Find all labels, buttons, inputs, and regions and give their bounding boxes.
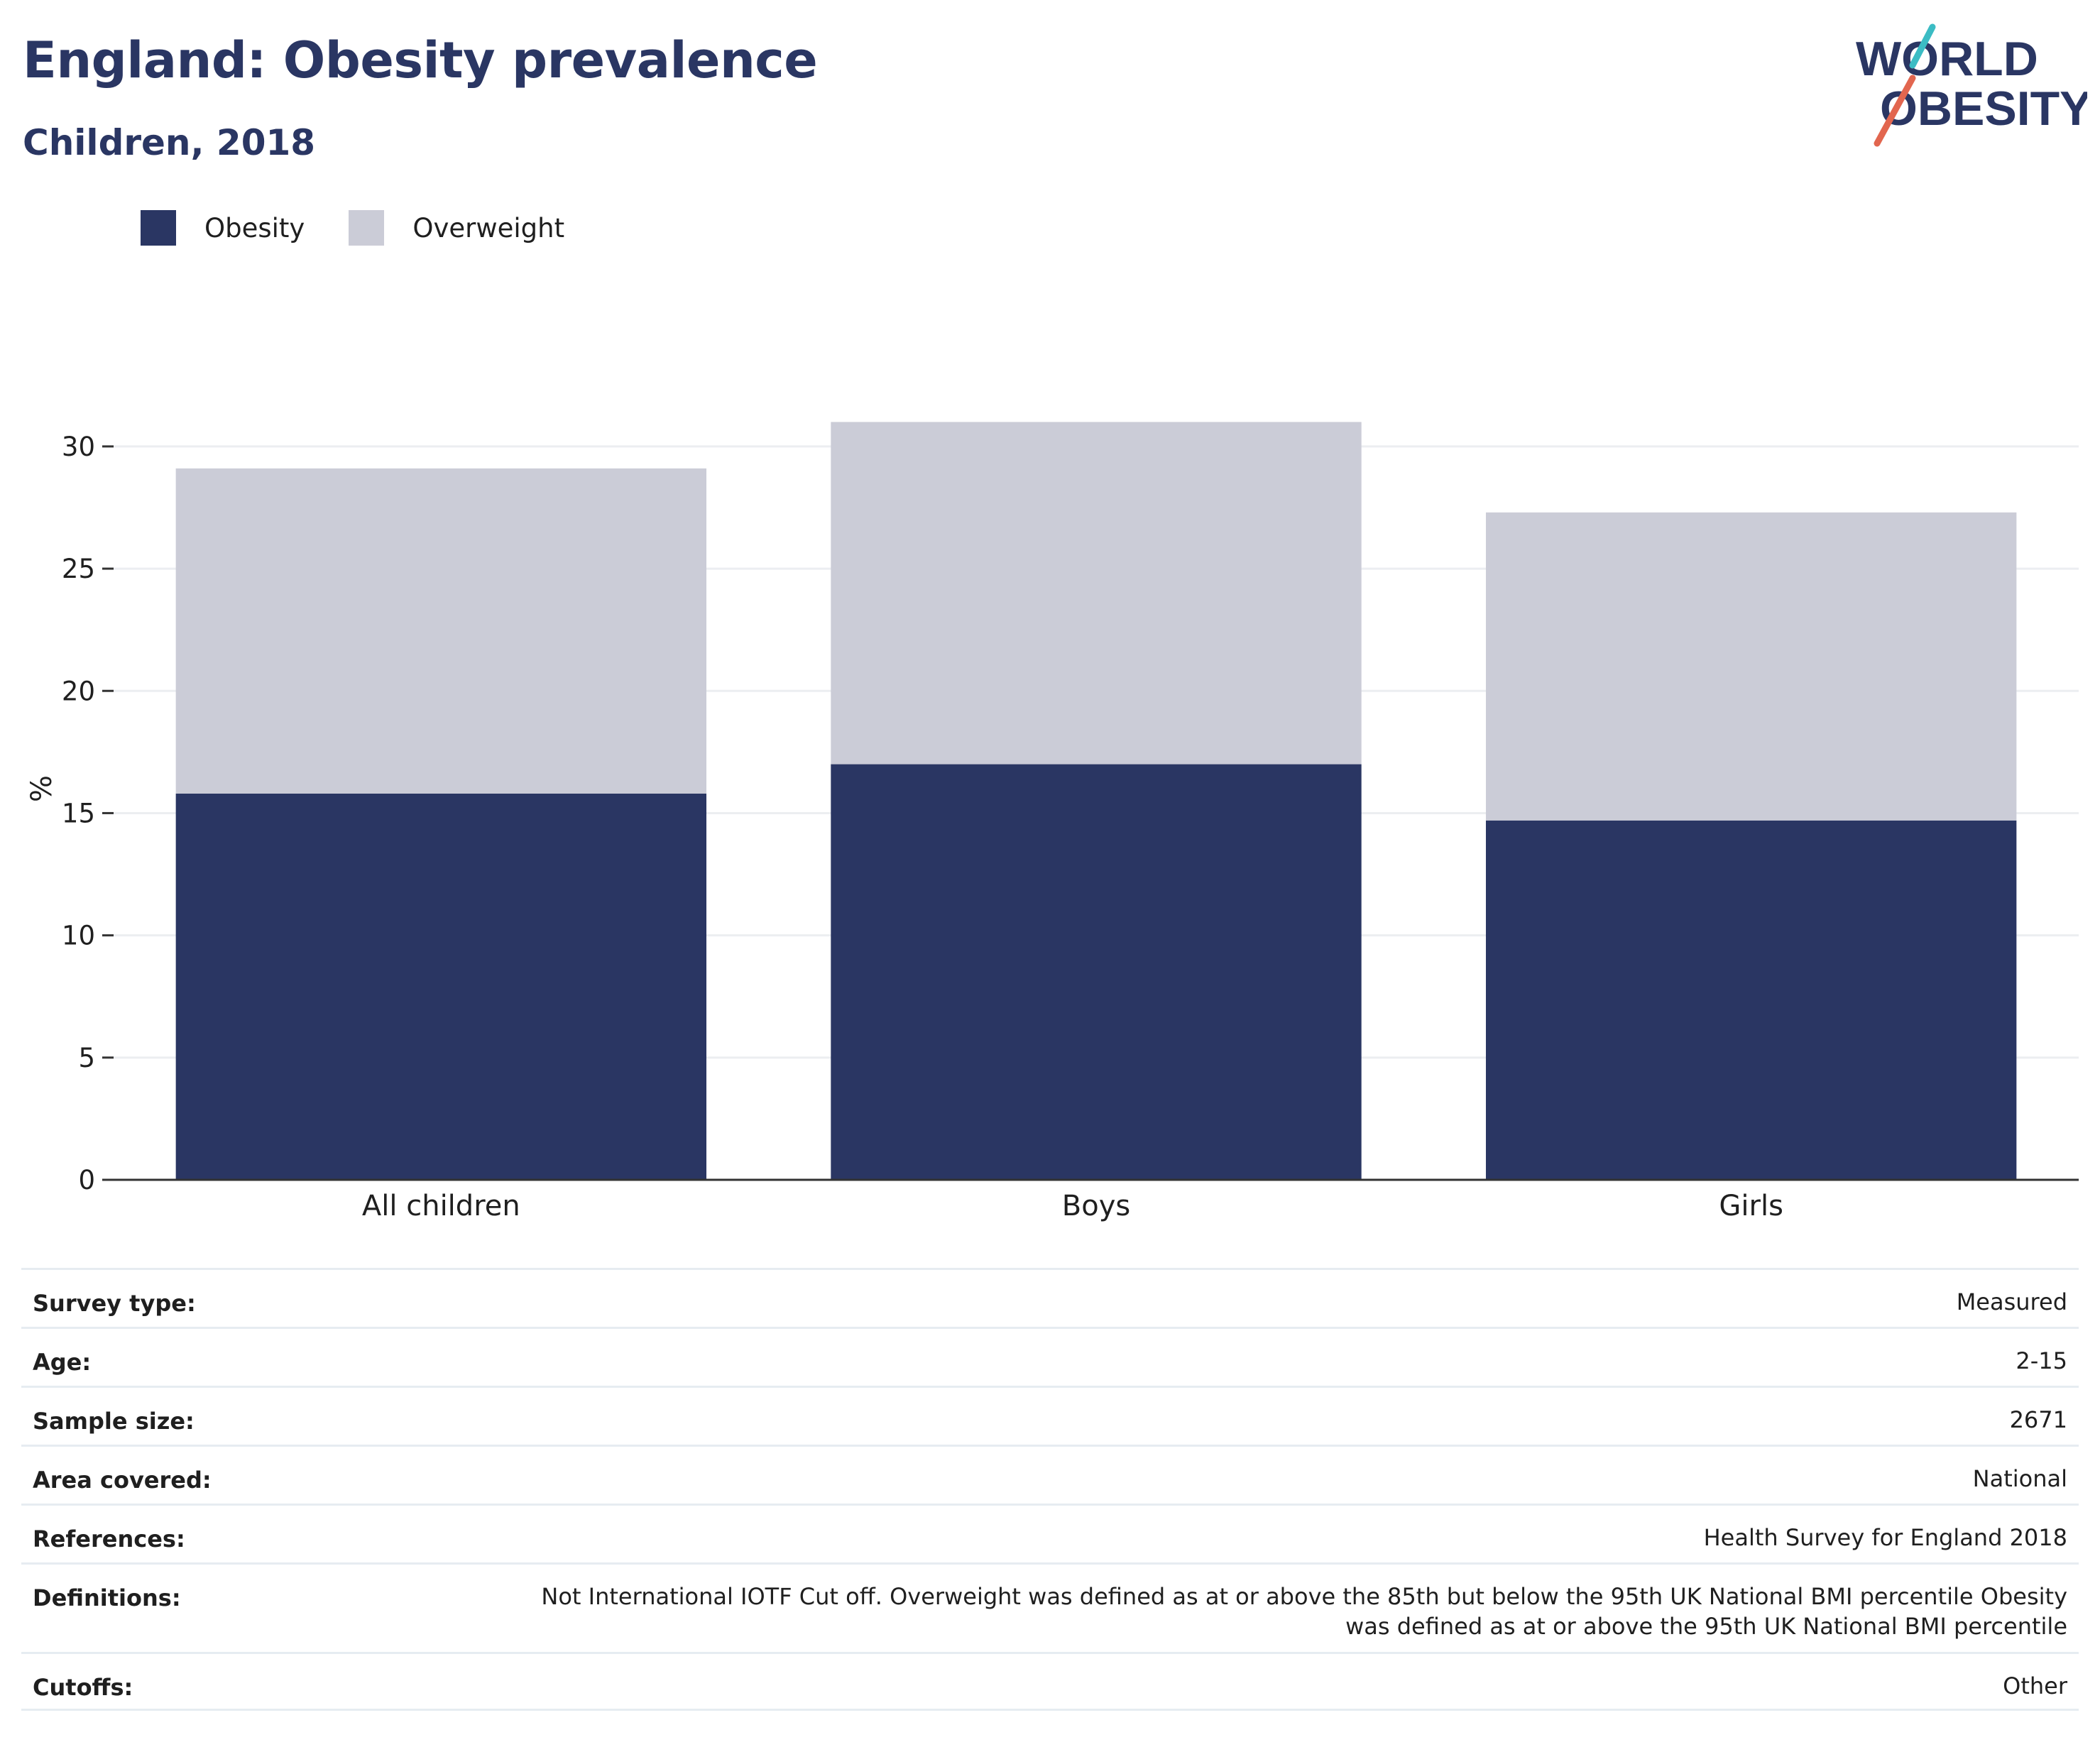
info-value: 2671	[2009, 1406, 2067, 1433]
info-row-definitions: Definitions: Not International IOTF Cut …	[21, 1562, 2079, 1652]
legend-swatch-overweight	[349, 210, 385, 246]
y-tick-label: 30	[62, 432, 95, 462]
y-axis-label: %	[26, 775, 58, 802]
logo-coral-slash	[1874, 75, 1916, 147]
info-label: Age:	[33, 1349, 92, 1376]
info-label: Survey type:	[33, 1290, 196, 1317]
bar-overweight-2	[1485, 512, 2017, 821]
legend: Obesity Overweight	[141, 210, 608, 246]
x-tick-label: All children	[362, 1190, 520, 1222]
info-label: Cutoffs:	[33, 1674, 133, 1701]
info-value: National	[1972, 1465, 2067, 1492]
info-row-survey-type: Survey type: Measured	[21, 1268, 2079, 1327]
legend-swatch-obesity	[141, 210, 176, 246]
legend-label-overweight: Overweight	[412, 212, 565, 243]
info-row-references: References: Health Survey for England 20…	[21, 1504, 2079, 1562]
y-tick-label: 25	[62, 554, 95, 584]
info-value: Health Survey for England 2018	[1703, 1524, 2067, 1551]
logo-word-obesity: OBESITY	[1880, 82, 2087, 136]
info-row-area-covered: Area covered: National	[21, 1445, 2079, 1504]
y-tick-label: 10	[62, 921, 95, 951]
info-label: Area covered:	[33, 1467, 212, 1494]
y-tick-label: 5	[78, 1043, 95, 1073]
y-tick-label: 15	[62, 798, 95, 828]
world-obesity-logo: WORLD OBESITY	[1856, 23, 2087, 147]
bar-overweight-0	[175, 468, 707, 794]
info-row-sample-size: Sample size: 2671	[21, 1386, 2079, 1445]
info-label: Sample size:	[33, 1408, 195, 1435]
logo-teal-slash	[1909, 23, 1936, 69]
y-tick-label: 20	[62, 676, 95, 706]
x-tick-label: Girls	[1719, 1190, 1783, 1222]
info-label: Definitions:	[33, 1584, 181, 1611]
legend-item-overweight[interactable]: Overweight	[349, 210, 564, 246]
chart-subtitle: Children, 2018	[23, 122, 316, 163]
info-label: References:	[33, 1526, 185, 1552]
bar-obesity-1	[831, 764, 1362, 1180]
legend-item-obesity[interactable]: Obesity	[141, 210, 305, 246]
info-row-cutoffs: Cutoffs: Other	[21, 1652, 2079, 1711]
y-tick-label: 0	[78, 1165, 95, 1195]
info-value: Measured	[1956, 1288, 2067, 1315]
survey-info-table: Survey type: Measured Age: 2-15 Sample s…	[21, 1268, 2079, 1711]
logo-word-world: WORLD	[1856, 32, 2038, 86]
info-value: 2-15	[2016, 1347, 2067, 1374]
chart-title: England: Obesity prevalence	[23, 31, 818, 89]
info-value: Not International IOTF Cut off. Overweig…	[541, 1583, 2067, 1640]
bar-overweight-1	[831, 422, 1362, 765]
bar-obesity-0	[175, 793, 707, 1180]
x-tick-label: Boys	[1062, 1190, 1130, 1222]
legend-label-obesity: Obesity	[204, 212, 305, 243]
stacked-bar-chart: 0 5 10 15 20 25 30% All children Boys Girls	[26, 422, 2079, 1222]
info-value: Other	[2003, 1672, 2067, 1699]
bar-obesity-2	[1485, 820, 2017, 1180]
info-row-age: Age: 2-15	[21, 1327, 2079, 1386]
